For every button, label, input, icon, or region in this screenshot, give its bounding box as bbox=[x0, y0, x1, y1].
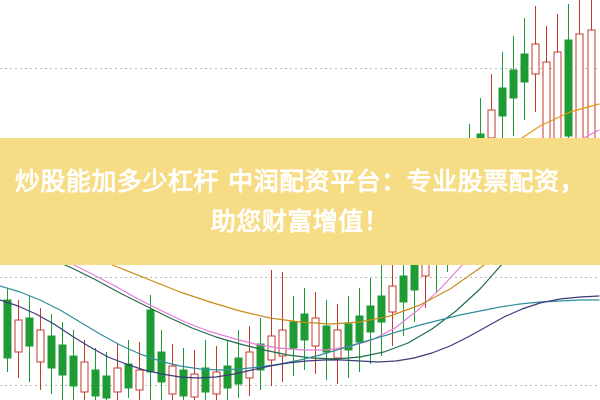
candle-26 bbox=[289, 296, 298, 376]
candle-4 bbox=[47, 314, 56, 394]
candle-48 bbox=[531, 6, 540, 112]
candle-5 bbox=[58, 322, 67, 400]
candle-6 bbox=[69, 330, 78, 400]
candle-32 bbox=[355, 288, 364, 372]
candle-15 bbox=[168, 344, 177, 400]
candle-0 bbox=[3, 288, 12, 372]
candle-18 bbox=[201, 340, 210, 400]
candle-52 bbox=[575, 0, 584, 158]
candle-2 bbox=[25, 296, 34, 382]
candle-27 bbox=[300, 288, 309, 370]
ma-line-MA-darkgreen bbox=[0, 139, 600, 360]
candle-35 bbox=[388, 258, 397, 346]
candle-25 bbox=[278, 272, 287, 382]
candle-16 bbox=[179, 348, 188, 400]
candle-45 bbox=[498, 52, 507, 154]
candle-1 bbox=[14, 300, 23, 378]
ad-headline-line-2: 助您财富增值！ bbox=[210, 206, 390, 236]
candle-7 bbox=[80, 340, 89, 400]
ad-headline-line-1: 炒股能加多少杠杆 中润配资平台：专业股票配资， bbox=[14, 166, 586, 196]
ma-line-MA-navy bbox=[0, 295, 600, 379]
candle-24 bbox=[267, 270, 276, 386]
ma-line-MA-teal bbox=[0, 285, 600, 371]
candle-22 bbox=[245, 326, 254, 396]
advertisement-banner: 炒股能加多少杠杆 中润配资平台：专业股票配资， 助您财富增值！ bbox=[0, 138, 600, 265]
candle-23 bbox=[256, 318, 265, 390]
candle-29 bbox=[322, 300, 331, 380]
candle-19 bbox=[212, 346, 221, 400]
candle-21 bbox=[234, 330, 243, 398]
candle-28 bbox=[311, 292, 320, 374]
candle-11 bbox=[124, 340, 133, 398]
candle-10 bbox=[113, 344, 122, 400]
candle-46 bbox=[509, 36, 518, 136]
candle-14 bbox=[157, 330, 166, 400]
candle-17 bbox=[190, 350, 199, 400]
candle-9 bbox=[102, 352, 111, 400]
candle-30 bbox=[333, 304, 342, 384]
candle-47 bbox=[520, 18, 529, 120]
candle-8 bbox=[91, 348, 100, 400]
candle-3 bbox=[36, 308, 45, 390]
candle-13 bbox=[146, 295, 155, 400]
candle-12 bbox=[135, 342, 144, 400]
candle-51 bbox=[564, 4, 573, 164]
candle-31 bbox=[344, 296, 353, 378]
